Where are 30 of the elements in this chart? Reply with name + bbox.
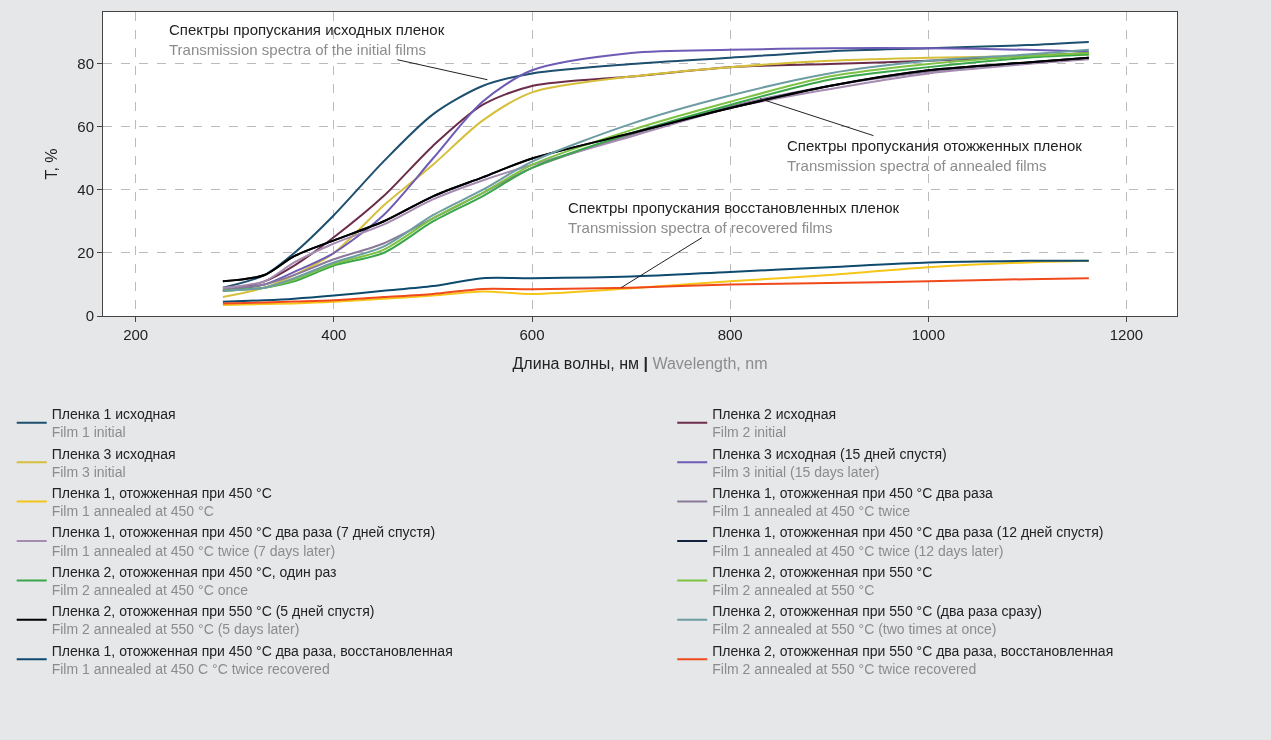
x-tick-label: 200	[123, 326, 149, 343]
legend-label: Пленка 2, отожженная при 550 °C два раза, восстановленная Film 2 annealed at 550 °C twice recovered	[712, 642, 1114, 677]
legend-label: Пленка 2, отожженная при 550 °C (5 дней спустя) Film 2 annealed at 550 °C (5 days later)	[51, 603, 375, 638]
annotation: Спектры пропускания отожженных пленок Transmission spectra of annealed films	[787, 137, 1083, 174]
legend-label: Пленка 1, отожженная при 450 °C два раза, восстановленная Film 1 annealed at 450 C °C twice recovered	[51, 642, 453, 677]
y-tick-label: 0	[85, 307, 94, 325]
legend-label: Пленка 1 исходная Film 1 initial	[51, 406, 176, 441]
legend-label: Пленка 1, отожженная при 450 °C два раза Film 1 annealed at 450 °C twice	[712, 484, 994, 520]
legend-label: Пленка 3 исходная Film 3 initial	[51, 445, 176, 480]
legend-label: Пленка 2, отожженная при 550 °C (два раза сразу) Film 2 annealed at 550 °C (two times at once)	[712, 603, 1042, 638]
legend-label: Пленка 1, отожженная при 450 °C Film 1 annealed at 450 °C	[51, 484, 272, 520]
y-tick-label: 20	[77, 244, 94, 262]
x-tick-label: 1000	[911, 326, 946, 343]
legend-label: Пленка 2, отожженная при 550 °C Film 2 annealed at 550 °C	[712, 563, 933, 598]
y-tick-label: 80	[77, 55, 94, 73]
legend-label: Пленка 2, отожженная при 450 °C, один раз Film 2 annealed at 450 °C once	[51, 563, 337, 598]
x-tick-label: 1200	[1109, 326, 1144, 343]
annotation: Спектры пропускания исходных пленок Transmission spectra of the initial films	[169, 21, 445, 58]
y-tick-label: 40	[77, 181, 94, 199]
x-axis-title: Длина волны, нм | Wavelength, nm	[512, 354, 768, 372]
x-tick-label: 600	[519, 326, 545, 343]
annotation: Спектры пропускания восстановленных пленок Transmission spectra of recovered films	[568, 199, 900, 236]
x-tick-label: 400	[321, 326, 347, 343]
x-tick-label: 800	[717, 326, 743, 343]
y-axis-title: T, %	[43, 148, 61, 180]
legend-label: Пленка 1, отожженная при 450 °C два раза (7 дней спустя) Film 1 annealed at 450 °C twice (7 days later)	[51, 524, 436, 559]
legend-label: Пленка 2 исходная Film 2 initial	[712, 406, 837, 441]
legend-label: Пленка 3 исходная (15 дней спустя) Film 3 initial (15 days later)	[712, 445, 947, 480]
y-tick-label: 60	[77, 118, 94, 136]
legend-label: Пленка 1, отожженная при 450 °C два раза (12 дней спустя) Film 1 annealed at 450 °C twice (12 days later)	[712, 524, 1104, 559]
